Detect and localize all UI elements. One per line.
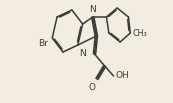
Text: Br: Br [38,39,48,47]
Text: O: O [88,83,95,92]
Text: OH: OH [115,71,129,81]
Text: N: N [89,5,96,14]
Text: N: N [79,49,86,58]
Text: CH₃: CH₃ [132,29,147,37]
